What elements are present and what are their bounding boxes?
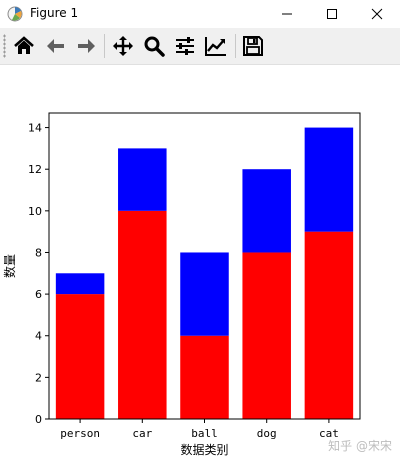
zoom-button[interactable] — [141, 32, 167, 60]
x-axis-label: 数据类别 — [180, 442, 228, 457]
y-tick-label: 6 — [35, 288, 42, 301]
bar-ball-series-1 — [180, 335, 229, 419]
save-button[interactable] — [240, 32, 266, 60]
bar-car-series-1 — [118, 210, 167, 419]
bar-dog-series-1 — [242, 252, 291, 419]
y-tick-label: 8 — [35, 246, 42, 259]
bar-person-series-2 — [55, 273, 105, 295]
toolbar-separator — [235, 34, 236, 58]
matplotlib-app-icon — [7, 6, 23, 22]
bar-dog-series-2 — [242, 169, 291, 253]
x-axis-ticks: person car ball dog cat — [60, 419, 339, 440]
axes-frame — [48, 112, 361, 420]
floppy-disk-icon — [243, 36, 263, 56]
bar-ball-series-2 — [180, 252, 229, 336]
toolbar-separator — [104, 34, 105, 58]
arrow-left-icon — [47, 39, 64, 53]
y-tick-label: 0 — [35, 413, 42, 426]
y-tick-label: 2 — [35, 371, 42, 384]
x-tick-label: car — [132, 427, 152, 440]
bar-chart: 0 2 4 6 8 10 12 14 person car ball dog cat 数据类别 数量 — [2, 112, 361, 457]
arrow-right-icon — [78, 39, 95, 53]
y-axis-ticks: 0 2 4 6 8 10 12 14 — [28, 122, 49, 426]
bars-group — [55, 127, 354, 419]
y-tick-label: 12 — [28, 163, 42, 176]
window-title: Figure 1 — [30, 6, 79, 20]
bar-cat-series-2 — [304, 127, 354, 232]
title-bar: Figure 1 — [0, 0, 400, 28]
close-button[interactable] — [354, 0, 400, 28]
sliders-icon — [176, 37, 194, 55]
toolbar-grip[interactable] — [3, 34, 6, 58]
home-icon — [14, 36, 34, 54]
pan-button[interactable] — [110, 32, 136, 60]
close-icon — [371, 8, 383, 20]
edit-axis-button[interactable] — [203, 32, 229, 60]
minimize-button[interactable] — [264, 0, 310, 28]
x-tick-label: person — [60, 427, 100, 440]
bar-car-series-2 — [118, 148, 167, 211]
y-tick-label: 4 — [35, 330, 42, 343]
maximize-button[interactable] — [309, 0, 355, 28]
trend-chart-icon — [205, 37, 226, 56]
x-tick-label: ball — [191, 427, 218, 440]
minimize-icon — [282, 13, 292, 15]
home-button[interactable] — [11, 32, 37, 60]
x-tick-label: cat — [319, 427, 339, 440]
x-tick-label: dog — [257, 427, 277, 440]
maximize-icon — [327, 9, 337, 19]
y-tick-label: 10 — [28, 205, 42, 218]
y-axis-label: 数量 — [2, 254, 17, 278]
y-tick-label: 14 — [28, 122, 42, 135]
magnifier-icon — [144, 36, 165, 57]
forward-button[interactable] — [73, 32, 99, 60]
bar-person-series-1 — [55, 294, 105, 419]
move-icon — [113, 36, 133, 56]
configure-subplots-button[interactable] — [172, 32, 198, 60]
figure-canvas[interactable]: 0 2 4 6 8 10 12 14 person car ball dog cat 数据类别 数量 — [0, 65, 400, 464]
back-button[interactable] — [43, 32, 69, 60]
matplotlib-toolbar — [0, 28, 400, 65]
watermark: 知乎 @宋宋 — [328, 439, 392, 453]
bar-cat-series-1 — [304, 231, 354, 419]
